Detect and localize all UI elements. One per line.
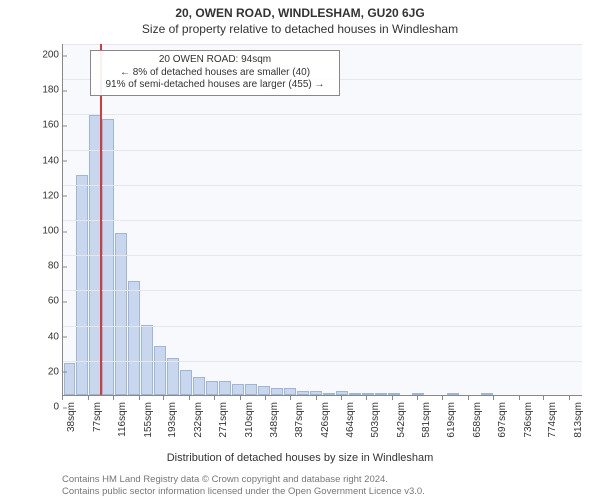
histogram-bar — [128, 281, 140, 395]
gridline — [63, 290, 582, 291]
histogram-bar — [375, 393, 387, 395]
title-sub: Size of property relative to detached ho… — [0, 22, 600, 36]
gridline — [63, 114, 582, 115]
x-ticks-group: 38sqm77sqm116sqm155sqm193sqm232sqm271sqm… — [62, 396, 582, 452]
histogram-bar — [180, 370, 192, 395]
histogram-bar — [481, 393, 493, 395]
attribution: Contains HM Land Registry data © Crown c… — [62, 474, 425, 498]
y-tick: 80 — [48, 261, 63, 272]
x-tick-mark — [366, 396, 367, 400]
x-tick-mark — [139, 396, 140, 400]
y-tick: 180 — [42, 85, 63, 96]
histogram-bar — [115, 233, 127, 395]
x-tick-mark — [442, 396, 443, 400]
histogram-bar — [245, 384, 257, 395]
x-tick-mark — [265, 396, 266, 400]
x-tick-mark — [113, 396, 114, 400]
x-tick-label: 813sqm — [573, 402, 600, 438]
histogram-bar — [362, 393, 374, 395]
histogram-bar — [447, 393, 459, 395]
y-tick: 200 — [42, 50, 63, 61]
x-tick-mark — [417, 396, 418, 400]
attribution-line-2: Contains public sector information licen… — [62, 486, 425, 498]
y-tick: 20 — [48, 366, 63, 377]
attribution-line-1: Contains HM Land Registry data © Crown c… — [62, 474, 425, 486]
x-tick-mark — [316, 396, 317, 400]
y-tick: 40 — [48, 331, 63, 342]
x-tick-mark — [543, 396, 544, 400]
annotation-line-2: ← 8% of detached houses are smaller (40) — [97, 67, 333, 80]
histogram-bar — [206, 381, 218, 395]
y-tick: 120 — [42, 190, 63, 201]
histogram-bar — [102, 119, 114, 395]
histogram-bar — [167, 358, 179, 395]
title-main: 20, OWEN ROAD, WINDLESHAM, GU20 6JG — [0, 6, 600, 20]
x-tick-mark — [163, 396, 164, 400]
histogram-bar — [219, 381, 231, 395]
chart-container: 20, OWEN ROAD, WINDLESHAM, GU20 6JG Size… — [0, 0, 600, 500]
y-tick: 160 — [42, 120, 63, 131]
histogram-bar — [388, 393, 400, 395]
histogram-bar — [193, 377, 205, 395]
gridline — [63, 44, 582, 45]
histogram-bar — [310, 391, 322, 395]
histogram-bar — [412, 393, 424, 395]
x-tick-mark — [290, 396, 291, 400]
x-tick-mark — [569, 396, 570, 400]
y-tick: 100 — [42, 226, 63, 237]
x-tick-mark — [214, 396, 215, 400]
histogram-bar — [271, 388, 283, 395]
x-tick-mark — [62, 396, 63, 400]
gridline — [63, 185, 582, 186]
property-marker-line — [100, 44, 102, 395]
annotation-line-1: 20 OWEN ROAD: 94sqm — [97, 54, 333, 67]
x-tick-mark — [392, 396, 393, 400]
x-tick-mark — [493, 396, 494, 400]
gridline — [63, 255, 582, 256]
x-tick-mark — [519, 396, 520, 400]
histogram-bar — [154, 346, 166, 395]
histogram-bar — [323, 393, 335, 395]
histogram-bar — [64, 363, 76, 395]
histogram-bar — [141, 325, 153, 395]
y-tick: 60 — [48, 296, 63, 307]
x-tick-mark — [341, 396, 342, 400]
histogram-bar — [258, 386, 270, 395]
histogram-bar — [336, 391, 348, 395]
plot-area: 020406080100120140160180200 — [62, 44, 582, 396]
gridline — [63, 150, 582, 151]
gridline — [63, 326, 582, 327]
annotation-box: 20 OWEN ROAD: 94sqm ← 8% of detached hou… — [90, 50, 340, 96]
histogram-bar — [297, 391, 309, 395]
histogram-bar — [284, 388, 296, 395]
x-tick-mark — [240, 396, 241, 400]
x-axis-label: Distribution of detached houses by size … — [0, 452, 600, 464]
x-tick-mark — [468, 396, 469, 400]
histogram-bar — [76, 175, 88, 395]
x-tick-mark — [189, 396, 190, 400]
gridline — [63, 220, 582, 221]
histogram-bar — [232, 384, 244, 395]
x-tick-mark — [88, 396, 89, 400]
annotation-line-3: 91% of semi-detached houses are larger (… — [97, 79, 333, 92]
gridline — [63, 361, 582, 362]
y-tick: 140 — [42, 155, 63, 166]
histogram-bar — [349, 393, 361, 395]
